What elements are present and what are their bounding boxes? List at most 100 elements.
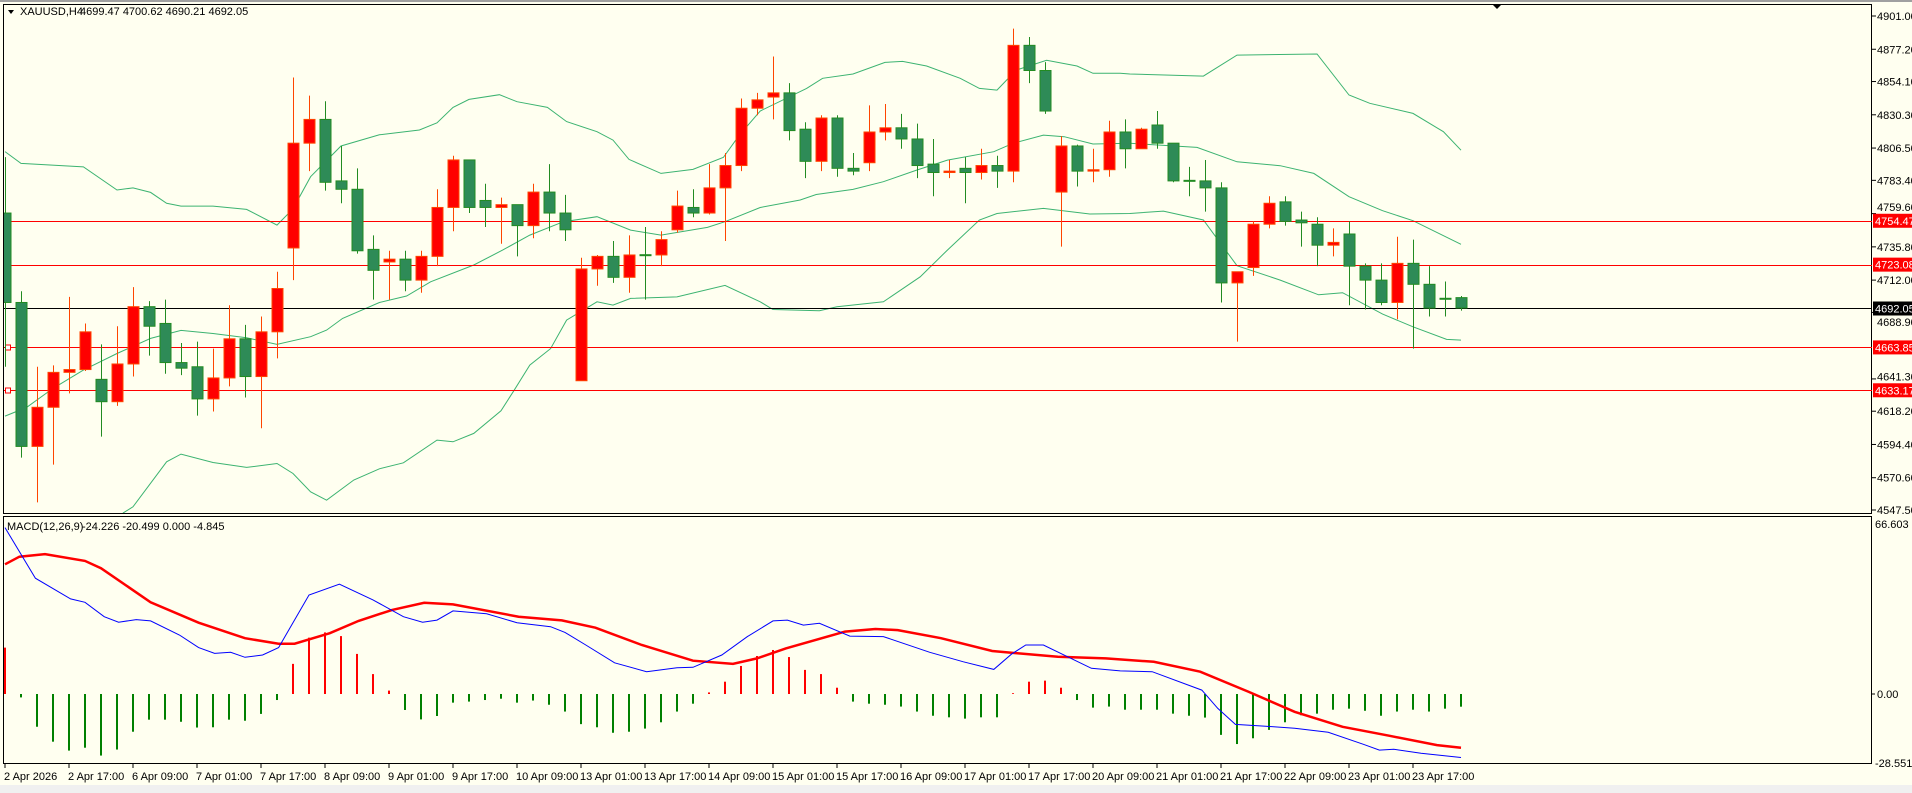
candle-body	[1103, 131, 1116, 171]
candle-body	[575, 268, 588, 382]
dropdown-triangle-icon[interactable]	[8, 10, 14, 14]
candle	[1279, 196, 1292, 226]
time-tick-label: 7 Apr 01:00	[196, 771, 252, 783]
candle	[1007, 28, 1020, 183]
macd-indicator	[4, 527, 1462, 758]
candle	[767, 56, 780, 120]
macd-panel-frame	[3, 516, 1872, 764]
price-tick-label: 4901.00	[1877, 11, 1912, 23]
candle-body	[463, 159, 476, 208]
candle	[911, 123, 924, 179]
candle	[1055, 136, 1068, 247]
level-labels: 4754.47 4723.08 4663.85 4633.17 4692.05	[1873, 213, 1912, 398]
candle-body	[927, 163, 940, 174]
time-tick-label: 22 Apr 09:00	[1284, 771, 1346, 783]
candle-body	[335, 180, 348, 190]
candle	[959, 157, 972, 204]
candle-body	[399, 258, 412, 281]
window-top-border	[0, 0, 1912, 2]
candle-body	[431, 206, 444, 257]
macd-min-label: -28.551	[1875, 758, 1912, 770]
time-tick-label: 2 Apr 17:00	[68, 771, 124, 783]
candle	[191, 341, 204, 416]
time-tick-label: 14 Apr 09:00	[708, 771, 770, 783]
candle-body	[1199, 180, 1212, 189]
candle-body	[479, 199, 492, 208]
candle-body	[1039, 70, 1052, 112]
time-tick-label: 17 Apr 01:00	[964, 771, 1026, 783]
chart-shift-marker-icon[interactable]	[1493, 5, 1501, 9]
price-tick-label: 4570.60	[1877, 473, 1912, 485]
candle-body	[1151, 124, 1164, 144]
candle	[31, 366, 44, 503]
candle	[1087, 148, 1100, 183]
candle	[575, 257, 588, 382]
macd-signal-line	[4, 552, 1462, 749]
time-tick-label: 13 Apr 01:00	[580, 771, 642, 783]
bollinger-upper-line	[4, 53, 1462, 226]
price-tick-label: 4618.20	[1877, 406, 1912, 418]
candle	[1295, 211, 1308, 247]
candle	[527, 183, 540, 239]
level-anchor-icon	[5, 387, 11, 394]
time-tick-label: 8 Apr 09:00	[324, 771, 380, 783]
candle-body	[799, 128, 812, 162]
time-tick-label: 16 Apr 09:00	[900, 771, 962, 783]
candle	[815, 115, 828, 172]
level-anchor-icon	[5, 344, 11, 351]
candle	[1375, 263, 1388, 306]
candle-body	[447, 159, 460, 208]
candle-body	[191, 366, 204, 400]
current-price-badge	[1873, 301, 1912, 316]
candle	[895, 113, 908, 149]
time-tick-label: 20 Apr 09:00	[1092, 771, 1154, 783]
candle-body	[623, 254, 636, 278]
candle	[495, 197, 508, 244]
level-price-badge	[1873, 383, 1912, 398]
candle-body	[127, 306, 140, 365]
candle	[335, 145, 348, 204]
candle-body	[1135, 128, 1148, 150]
price-tick-label: 4594.40	[1877, 439, 1912, 451]
candles	[4, 28, 1468, 503]
price-tick-label: 4854.10	[1877, 77, 1912, 89]
candle-body	[1391, 262, 1404, 303]
candle	[1215, 182, 1228, 303]
candle	[383, 250, 396, 300]
candle	[223, 305, 236, 387]
price-axis: 4901.00 4877.20 4854.10 4830.30 4806.50 4783.…	[1872, 11, 1912, 517]
candle	[303, 95, 316, 172]
candle-body	[1263, 202, 1276, 225]
candle-body	[543, 191, 556, 214]
price-tick-label: 4759.60	[1877, 202, 1912, 214]
candle	[63, 296, 76, 394]
candle-body	[1295, 219, 1308, 224]
candle-body	[1247, 223, 1260, 269]
candle-body	[751, 99, 764, 109]
candle-body	[111, 363, 124, 403]
candle	[479, 183, 492, 228]
time-tick-label: 2 Apr 2026	[4, 771, 57, 783]
candle	[863, 105, 876, 172]
candle-body	[175, 362, 188, 369]
candle	[671, 190, 684, 233]
time-tick-label: 9 Apr 17:00	[452, 771, 508, 783]
candle	[607, 240, 620, 283]
candle-body	[1167, 142, 1180, 182]
candle	[239, 324, 252, 398]
candle-body	[895, 127, 908, 140]
current-price-label: 4692.05	[1875, 304, 1912, 316]
price-tick-label: 4688.90	[1877, 317, 1912, 329]
macd-main-line	[4, 527, 1462, 758]
candle	[4, 157, 12, 367]
candle	[255, 316, 268, 429]
candle-body	[367, 248, 380, 271]
candle	[1119, 119, 1132, 169]
candle-body	[639, 254, 652, 257]
candle-body	[1407, 262, 1420, 285]
candle-body	[1343, 233, 1356, 267]
candle-body	[223, 338, 236, 379]
candle-body	[15, 301, 28, 447]
candle	[1327, 228, 1340, 257]
